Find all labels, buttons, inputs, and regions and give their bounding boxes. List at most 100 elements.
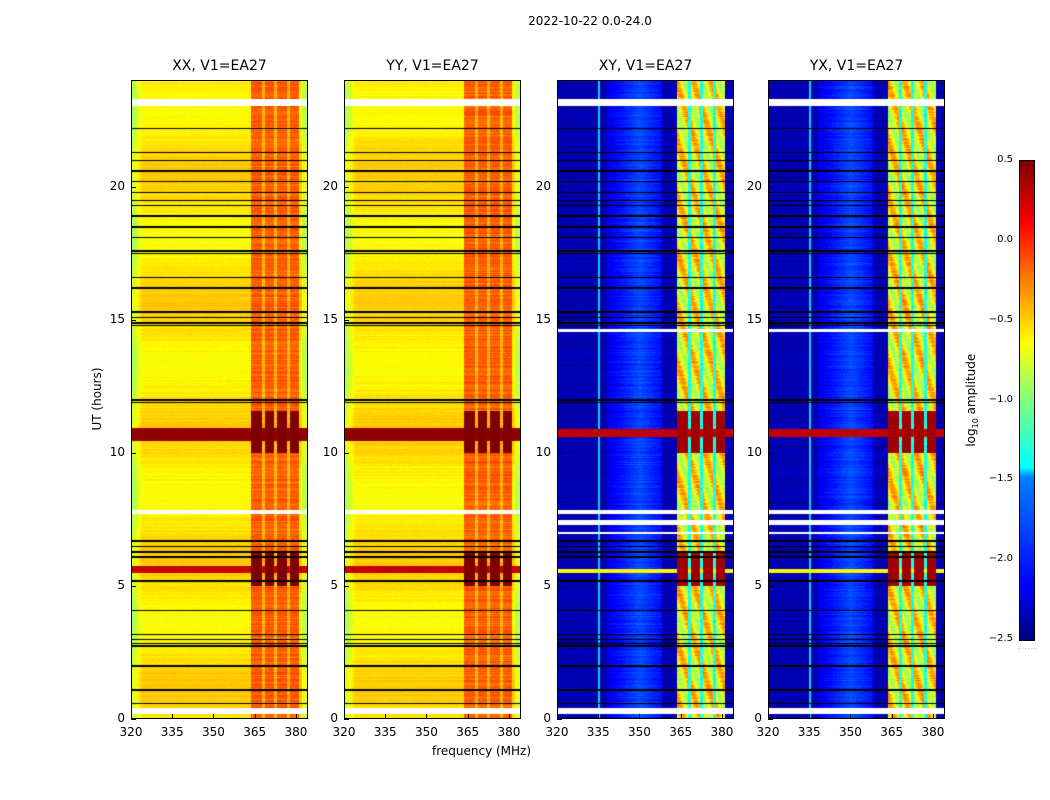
x-tick-label: 335 — [160, 725, 184, 739]
x-tick-mark — [891, 714, 893, 719]
y-tick-label: 0 — [754, 711, 762, 725]
y-tick-label: 20 — [535, 178, 551, 193]
panel-xy: XY, V1=EA27 320 335 350 365 380 0 5 10 15 20 — [536, 58, 734, 739]
panel-xx: XX, V1=EA27 320 335 350 365 380 0 5 10 15 20 — [110, 58, 308, 739]
y-tick-label: 20 — [746, 178, 762, 193]
x-tick-mark — [131, 714, 132, 719]
x-tick-label: 350 — [415, 725, 438, 739]
y-tick-mark — [768, 319, 773, 321]
x-tick-mark — [385, 714, 387, 719]
y-tick-mark — [344, 452, 349, 454]
y-tick-mark — [131, 585, 136, 587]
x-tick-mark — [639, 714, 641, 719]
x-tick-label: 320 — [119, 725, 143, 739]
y-tick-label: 10 — [535, 444, 551, 459]
x-tick-label: 380 — [284, 725, 308, 739]
x-tick-mark — [809, 714, 811, 719]
y-tick-label: 10 — [322, 444, 338, 459]
colorbar-tick-label: −2.0 — [988, 553, 1013, 565]
x-tick-mark — [508, 714, 510, 719]
colorbar-tick-label: 0.0 — [997, 233, 1013, 245]
colorbar-extend-marker: ...... — [1018, 643, 1038, 651]
panel-yy: YY, V1=EA27 320 335 350 365 380 0 5 10 15 20 — [323, 58, 521, 739]
x-axis-label: frequency (MHz) — [432, 744, 532, 758]
y-tick-mark — [131, 319, 136, 321]
x-tick-label: 365 — [669, 725, 693, 739]
colorbar-label: log10 amplitude — [963, 353, 981, 447]
heatmap-image — [131, 80, 308, 719]
y-tick-label: 15 — [322, 311, 338, 326]
x-tick-mark — [254, 714, 256, 719]
y-tick-label: 15 — [109, 311, 125, 326]
y-tick-mark — [131, 452, 136, 454]
heatmap-image — [768, 80, 945, 719]
y-tick-label: 5 — [117, 577, 125, 592]
x-tick-label: 365 — [880, 725, 904, 739]
colorbar-tick-label: −1.5 — [988, 473, 1013, 485]
x-tick-label: 350 — [839, 725, 862, 739]
x-tick-label: 320 — [545, 725, 569, 739]
y-tick-mark — [768, 585, 773, 587]
y-tick-label: 15 — [746, 311, 762, 326]
colorbar — [1019, 160, 1035, 641]
y-tick-label: 5 — [754, 577, 762, 592]
heatmap-image — [344, 80, 521, 719]
y-tick-mark — [131, 186, 136, 188]
x-tick-label: 335 — [373, 725, 397, 739]
x-tick-label: 365 — [456, 725, 480, 739]
x-tick-mark — [768, 714, 769, 719]
panel-yx: YX, V1=EA27 320 335 350 365 380 0 5 10 15 20 — [747, 58, 945, 739]
x-tick-mark — [426, 714, 428, 719]
y-tick-label: 15 — [535, 311, 551, 326]
x-tick-mark — [557, 714, 558, 719]
x-tick-label: 380 — [710, 725, 734, 739]
colorbar-tick-label: −0.5 — [988, 313, 1013, 325]
figure-title: 2022-10-22 0.0-24.0 — [528, 14, 652, 28]
x-tick-label: 335 — [586, 725, 610, 739]
panel-title: XX, V1=EA27 — [172, 58, 267, 74]
y-tick-mark — [344, 186, 349, 188]
x-tick-label: 320 — [332, 725, 356, 739]
y-tick-mark — [344, 719, 349, 720]
x-tick-label: 350 — [628, 725, 651, 739]
panel-title: YX, V1=EA27 — [809, 58, 904, 74]
y-tick-mark — [557, 452, 562, 454]
x-tick-mark — [213, 714, 215, 719]
x-tick-mark — [932, 714, 934, 719]
x-tick-label: 335 — [797, 725, 821, 739]
panel-title: YY, V1=EA27 — [386, 58, 479, 74]
y-tick-mark — [557, 186, 562, 188]
x-tick-mark — [598, 714, 600, 719]
y-tick-label: 20 — [322, 178, 338, 193]
y-tick-mark — [344, 319, 349, 321]
y-tick-label: 10 — [746, 444, 762, 459]
x-tick-label: 365 — [243, 725, 267, 739]
x-tick-mark — [680, 714, 682, 719]
y-tick-label: 0 — [330, 711, 338, 725]
y-tick-mark — [557, 719, 562, 720]
y-tick-label: 0 — [117, 711, 125, 725]
x-tick-mark — [295, 714, 297, 719]
y-tick-mark — [344, 585, 349, 587]
x-tick-mark — [850, 714, 852, 719]
heatmap-image — [557, 80, 734, 719]
y-tick-label: 0 — [543, 711, 551, 725]
x-tick-label: 320 — [756, 725, 780, 739]
y-tick-label: 5 — [543, 577, 551, 592]
x-tick-mark — [467, 714, 469, 719]
x-tick-mark — [721, 714, 723, 719]
y-tick-label: 20 — [109, 178, 125, 193]
x-tick-label: 350 — [202, 725, 225, 739]
y-tick-mark — [557, 319, 562, 321]
y-tick-mark — [768, 719, 773, 720]
x-tick-mark — [172, 714, 174, 719]
y-tick-mark — [131, 719, 136, 720]
colorbar-tick-label: 0.5 — [997, 154, 1013, 165]
y-tick-label: 5 — [330, 577, 338, 592]
colorbar-tick-label: −2.5 — [988, 633, 1013, 644]
x-tick-label: 380 — [497, 725, 521, 739]
y-tick-label: 10 — [109, 444, 125, 459]
y-tick-mark — [557, 585, 562, 587]
y-tick-mark — [768, 186, 773, 188]
